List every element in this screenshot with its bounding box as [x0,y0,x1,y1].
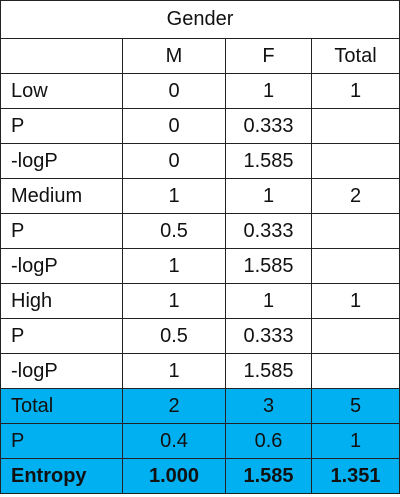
cell-m: 1 [122,248,226,284]
cell-total [310,108,400,144]
cell-f: 0.333 [225,108,312,144]
header-row: M F Total [0,38,400,74]
cell-total: 1 [310,423,400,459]
cell-total: 1 [310,283,400,319]
row-label: P [0,423,123,459]
table-row: Low 0 1 1 [0,73,400,109]
cell-m: 0.5 [122,318,226,354]
cell-f: 1 [225,283,312,319]
cell-total [310,213,400,249]
cell-f: 1 [225,178,312,214]
cell-total: 1 [310,73,400,109]
cell-m: 1 [122,283,226,319]
table-row: Medium 1 1 2 [0,178,400,214]
cell-m: 1 [122,353,226,389]
row-label: -logP [0,143,123,179]
table-row-probability: P 0.4 0.6 1 [0,423,400,459]
header-total: Total [310,38,400,74]
cell-f: 1.585 [225,143,312,179]
cell-m: 1.000 [122,458,226,494]
cell-f: 0.333 [225,213,312,249]
row-label: Low [0,73,123,109]
cell-f: 3 [225,388,312,424]
cell-m: 0 [122,143,226,179]
table-title: Gender [0,0,400,39]
header-f: F [225,38,312,74]
row-label: P [0,213,123,249]
cell-total [310,353,400,389]
cell-f: 0.333 [225,318,312,354]
row-label: Medium [0,178,123,214]
title-row: Gender [0,0,400,39]
table-row: P 0.5 0.333 [0,318,400,354]
table-row: -logP 1 1.585 [0,353,400,389]
cell-m: 2 [122,388,226,424]
cell-total: 5 [310,388,400,424]
row-label: Total [0,388,123,424]
cell-m: 0.4 [122,423,226,459]
cell-m: 1 [122,178,226,214]
table-row: -logP 0 1.585 [0,143,400,179]
table-row: -logP 1 1.585 [0,248,400,284]
cell-total [310,248,400,284]
table-row-total: Total 2 3 5 [0,388,400,424]
table-row: High 1 1 1 [0,283,400,319]
cell-f: 0.6 [225,423,312,459]
cell-total: 1.351 [310,458,400,494]
row-label: P [0,108,123,144]
table-row-entropy: Entropy 1.000 1.585 1.351 [0,458,400,494]
header-empty [0,38,123,74]
row-label: High [0,283,123,319]
row-label: Entropy [0,458,123,494]
row-label: -logP [0,353,123,389]
cell-total [310,143,400,179]
row-label: P [0,318,123,354]
cell-f: 1.585 [225,248,312,284]
header-m: M [122,38,226,74]
row-label: -logP [0,248,123,284]
cell-f: 1.585 [225,353,312,389]
cell-total [310,318,400,354]
cell-m: 0.5 [122,213,226,249]
cell-total: 2 [310,178,400,214]
cell-m: 0 [122,108,226,144]
cell-f: 1 [225,73,312,109]
cell-f: 1.585 [225,458,312,494]
table-row: P 0 0.333 [0,108,400,144]
cell-m: 0 [122,73,226,109]
table-row: P 0.5 0.333 [0,213,400,249]
